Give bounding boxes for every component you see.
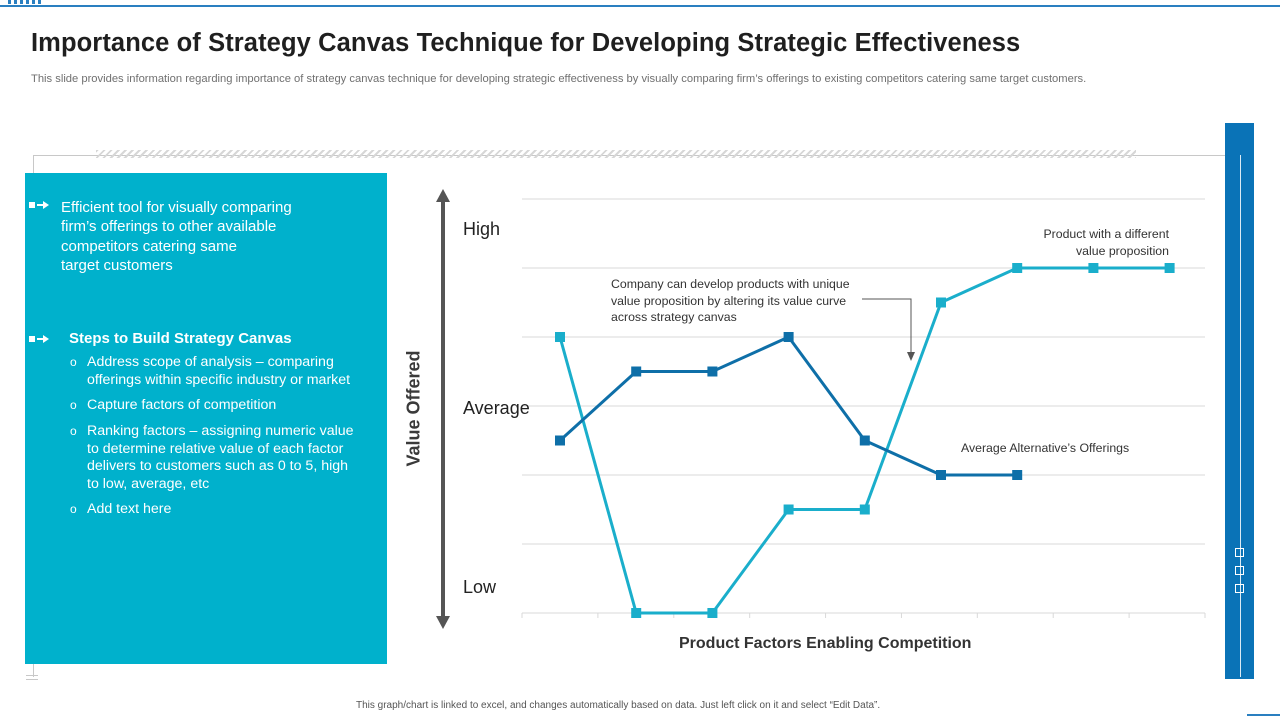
data-point (1012, 470, 1023, 480)
annotation-line: Company can develop products with unique (611, 277, 850, 291)
square-icon (1235, 584, 1244, 593)
data-point (1012, 263, 1023, 273)
data-point (631, 608, 642, 618)
circle-bullet-icon: o (70, 502, 77, 516)
data-point (859, 435, 870, 446)
data-point (936, 470, 946, 480)
intro-line: target customers (61, 256, 173, 274)
step-item: o Address scope of analysis – comparing … (70, 354, 360, 389)
intro-line: competitors catering same (61, 237, 237, 255)
level-average-label: Average (463, 398, 530, 418)
step-item: o Ranking factors – assigning numeric va… (70, 423, 360, 494)
arrow-down-icon (436, 616, 450, 629)
step-text: Ranking factors – assigning numeric valu… (87, 423, 354, 493)
data-point (1164, 263, 1175, 273)
step-text: Add text here (87, 501, 172, 517)
data-point (783, 332, 794, 342)
steps-title: Steps to Build Strategy Canvas (69, 330, 292, 347)
data-point (555, 332, 565, 342)
arrow-bullet-icon (29, 200, 49, 210)
circle-bullet-icon: o (70, 398, 77, 412)
level-low-label: Low (463, 577, 497, 597)
annotation-alternative: Average Alternative’s Offerings (961, 441, 1130, 455)
x-axis-title: Product Factors Enabling Competition (679, 635, 972, 652)
annotation-line: value proposition by altering its value … (611, 293, 847, 308)
step-text: Capture factors of competition (87, 397, 277, 413)
data-point (936, 297, 946, 308)
circle-bullet-icon: o (70, 424, 77, 438)
arrow-up-icon (436, 189, 450, 202)
annotation-line: value proposition (1076, 243, 1169, 258)
annotation-unique-value: Company can develop products with unique… (611, 276, 850, 326)
data-point (707, 366, 718, 377)
top-corner-mark (8, 0, 44, 4)
circle-bullet-icon: o (70, 355, 77, 369)
footer-note: This graph/chart is linked to excel, and… (356, 700, 881, 711)
data-point (783, 504, 794, 515)
right-accent-line (1240, 155, 1241, 677)
info-panel: Efficient tool for visually comparing fi… (25, 173, 387, 664)
frame-tick (26, 679, 38, 680)
square-icon (1235, 566, 1244, 575)
page-title: Importance of Strategy Canvas Technique … (31, 29, 1021, 57)
page-subtitle: This slide provides information regardin… (31, 73, 1087, 85)
right-accent-bar (1225, 123, 1254, 679)
top-rule (0, 5, 1280, 7)
square-icon (1235, 548, 1244, 557)
hatched-band (96, 150, 1136, 158)
intro-line: Efficient tool for visually comparing (61, 199, 292, 216)
callout-line (862, 298, 912, 355)
data-point (707, 608, 718, 618)
data-point (555, 435, 565, 446)
arrow-bullet-icon (29, 334, 49, 344)
annotation-line: across strategy canvas (611, 310, 737, 324)
frame-tick (26, 675, 38, 676)
callout-arrow-icon (907, 352, 915, 361)
data-point (859, 504, 870, 515)
y-axis-title: Value Offered (403, 350, 424, 467)
data-point (631, 366, 642, 377)
intro-line: firm’s offerings to other available (61, 218, 277, 236)
bottom-right-rule (1247, 714, 1280, 716)
step-item: o Capture factors of competition (70, 397, 360, 415)
annotation-line: Product with a different (1043, 227, 1169, 241)
annotation-different-value: Product with a different value propositi… (1020, 226, 1169, 259)
level-high-label: High (463, 219, 501, 239)
step-text: Address scope of analysis – comparing of… (87, 354, 351, 388)
data-point (1088, 263, 1099, 273)
intro-text: Efficient tool for visually comparing fi… (61, 198, 331, 275)
step-item: o Add text here (70, 501, 360, 519)
